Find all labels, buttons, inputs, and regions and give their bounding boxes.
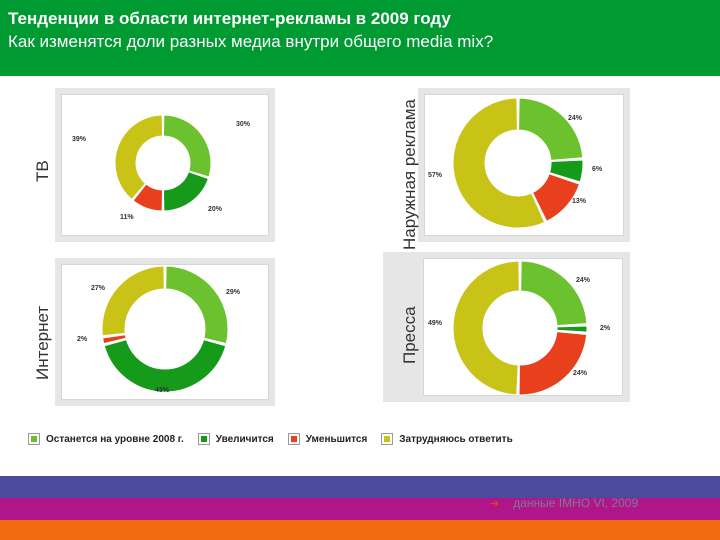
band-blue <box>0 476 720 498</box>
band-magenta <box>0 498 720 520</box>
slice-hard <box>452 260 520 396</box>
data-label-hard: 49% <box>428 320 443 327</box>
slice-increase <box>548 159 584 183</box>
arrow-icon: ➜ <box>490 497 500 510</box>
data-label-same: 24% <box>576 277 591 284</box>
source-note: ➜ данные IMHO VI, 2009 <box>490 496 638 510</box>
panel-tv <box>55 88 275 242</box>
legend-swatch-decrease <box>287 433 300 445</box>
band-orange <box>0 520 720 540</box>
slice-hard <box>101 265 165 337</box>
slice-hard <box>452 97 546 229</box>
data-label-decrease: 24% <box>573 370 588 377</box>
data-label-hard: 57% <box>428 172 443 179</box>
legend-item-decrease: Уменьшится <box>287 433 368 445</box>
legend-swatch-same <box>28 433 40 445</box>
slice-increase <box>103 339 227 393</box>
data-label-same: 24% <box>568 115 583 122</box>
slice-decrease <box>531 173 581 222</box>
data-label-hard: 27% <box>91 285 106 292</box>
slice-same <box>165 265 229 345</box>
legend-item-same: Останется на уровне 2008 г. <box>28 433 184 445</box>
slice-same <box>520 260 588 327</box>
page-title: Тенденции в области интернет-рекламы в 2… <box>8 9 451 28</box>
data-label-decrease: 11% <box>120 214 134 221</box>
slice-decrease <box>102 334 127 345</box>
data-label-same: 29% <box>226 289 241 296</box>
page-subtitle: Как изменятся доли разных медиа внутри о… <box>8 32 494 51</box>
data-label-decrease: 2% <box>77 336 88 343</box>
data-label-hard: 39% <box>72 136 87 143</box>
legend-label-decrease: Уменьшится <box>305 433 368 445</box>
data-label-increase: 20% <box>208 206 223 213</box>
slice-increase <box>556 325 588 333</box>
legend-item-hard: Затрудняюсь ответить <box>381 433 513 445</box>
data-label-decrease: 13% <box>572 198 587 205</box>
data-label-increase: 43% <box>155 387 170 394</box>
legend-label-increase: Увеличится <box>215 433 274 445</box>
slice-same <box>518 97 584 161</box>
legend-label-same: Останется на уровне 2008 г. <box>46 433 184 445</box>
legend-swatch-hard <box>381 433 394 445</box>
header-bar: Тенденции в области интернет-рекламы в 2… <box>0 0 720 76</box>
slice-increase <box>162 171 210 212</box>
chart-legend: Останется на уровне 2008 г. Увеличится У… <box>28 432 527 446</box>
legend-swatch-increase <box>197 433 210 445</box>
data-label-increase: 2% <box>600 325 611 332</box>
legend-item-increase: Увеличится <box>197 433 274 445</box>
slice-hard <box>114 114 164 201</box>
data-label-increase: 6% <box>592 166 603 173</box>
slice-decrease <box>518 331 588 396</box>
slice-decrease <box>132 183 164 212</box>
source-text: данные IMHO VI, 2009 <box>513 496 639 510</box>
slice-same <box>162 114 212 178</box>
data-label-same: 30% <box>236 121 251 128</box>
legend-label-hard: Затрудняюсь ответить <box>399 433 513 445</box>
